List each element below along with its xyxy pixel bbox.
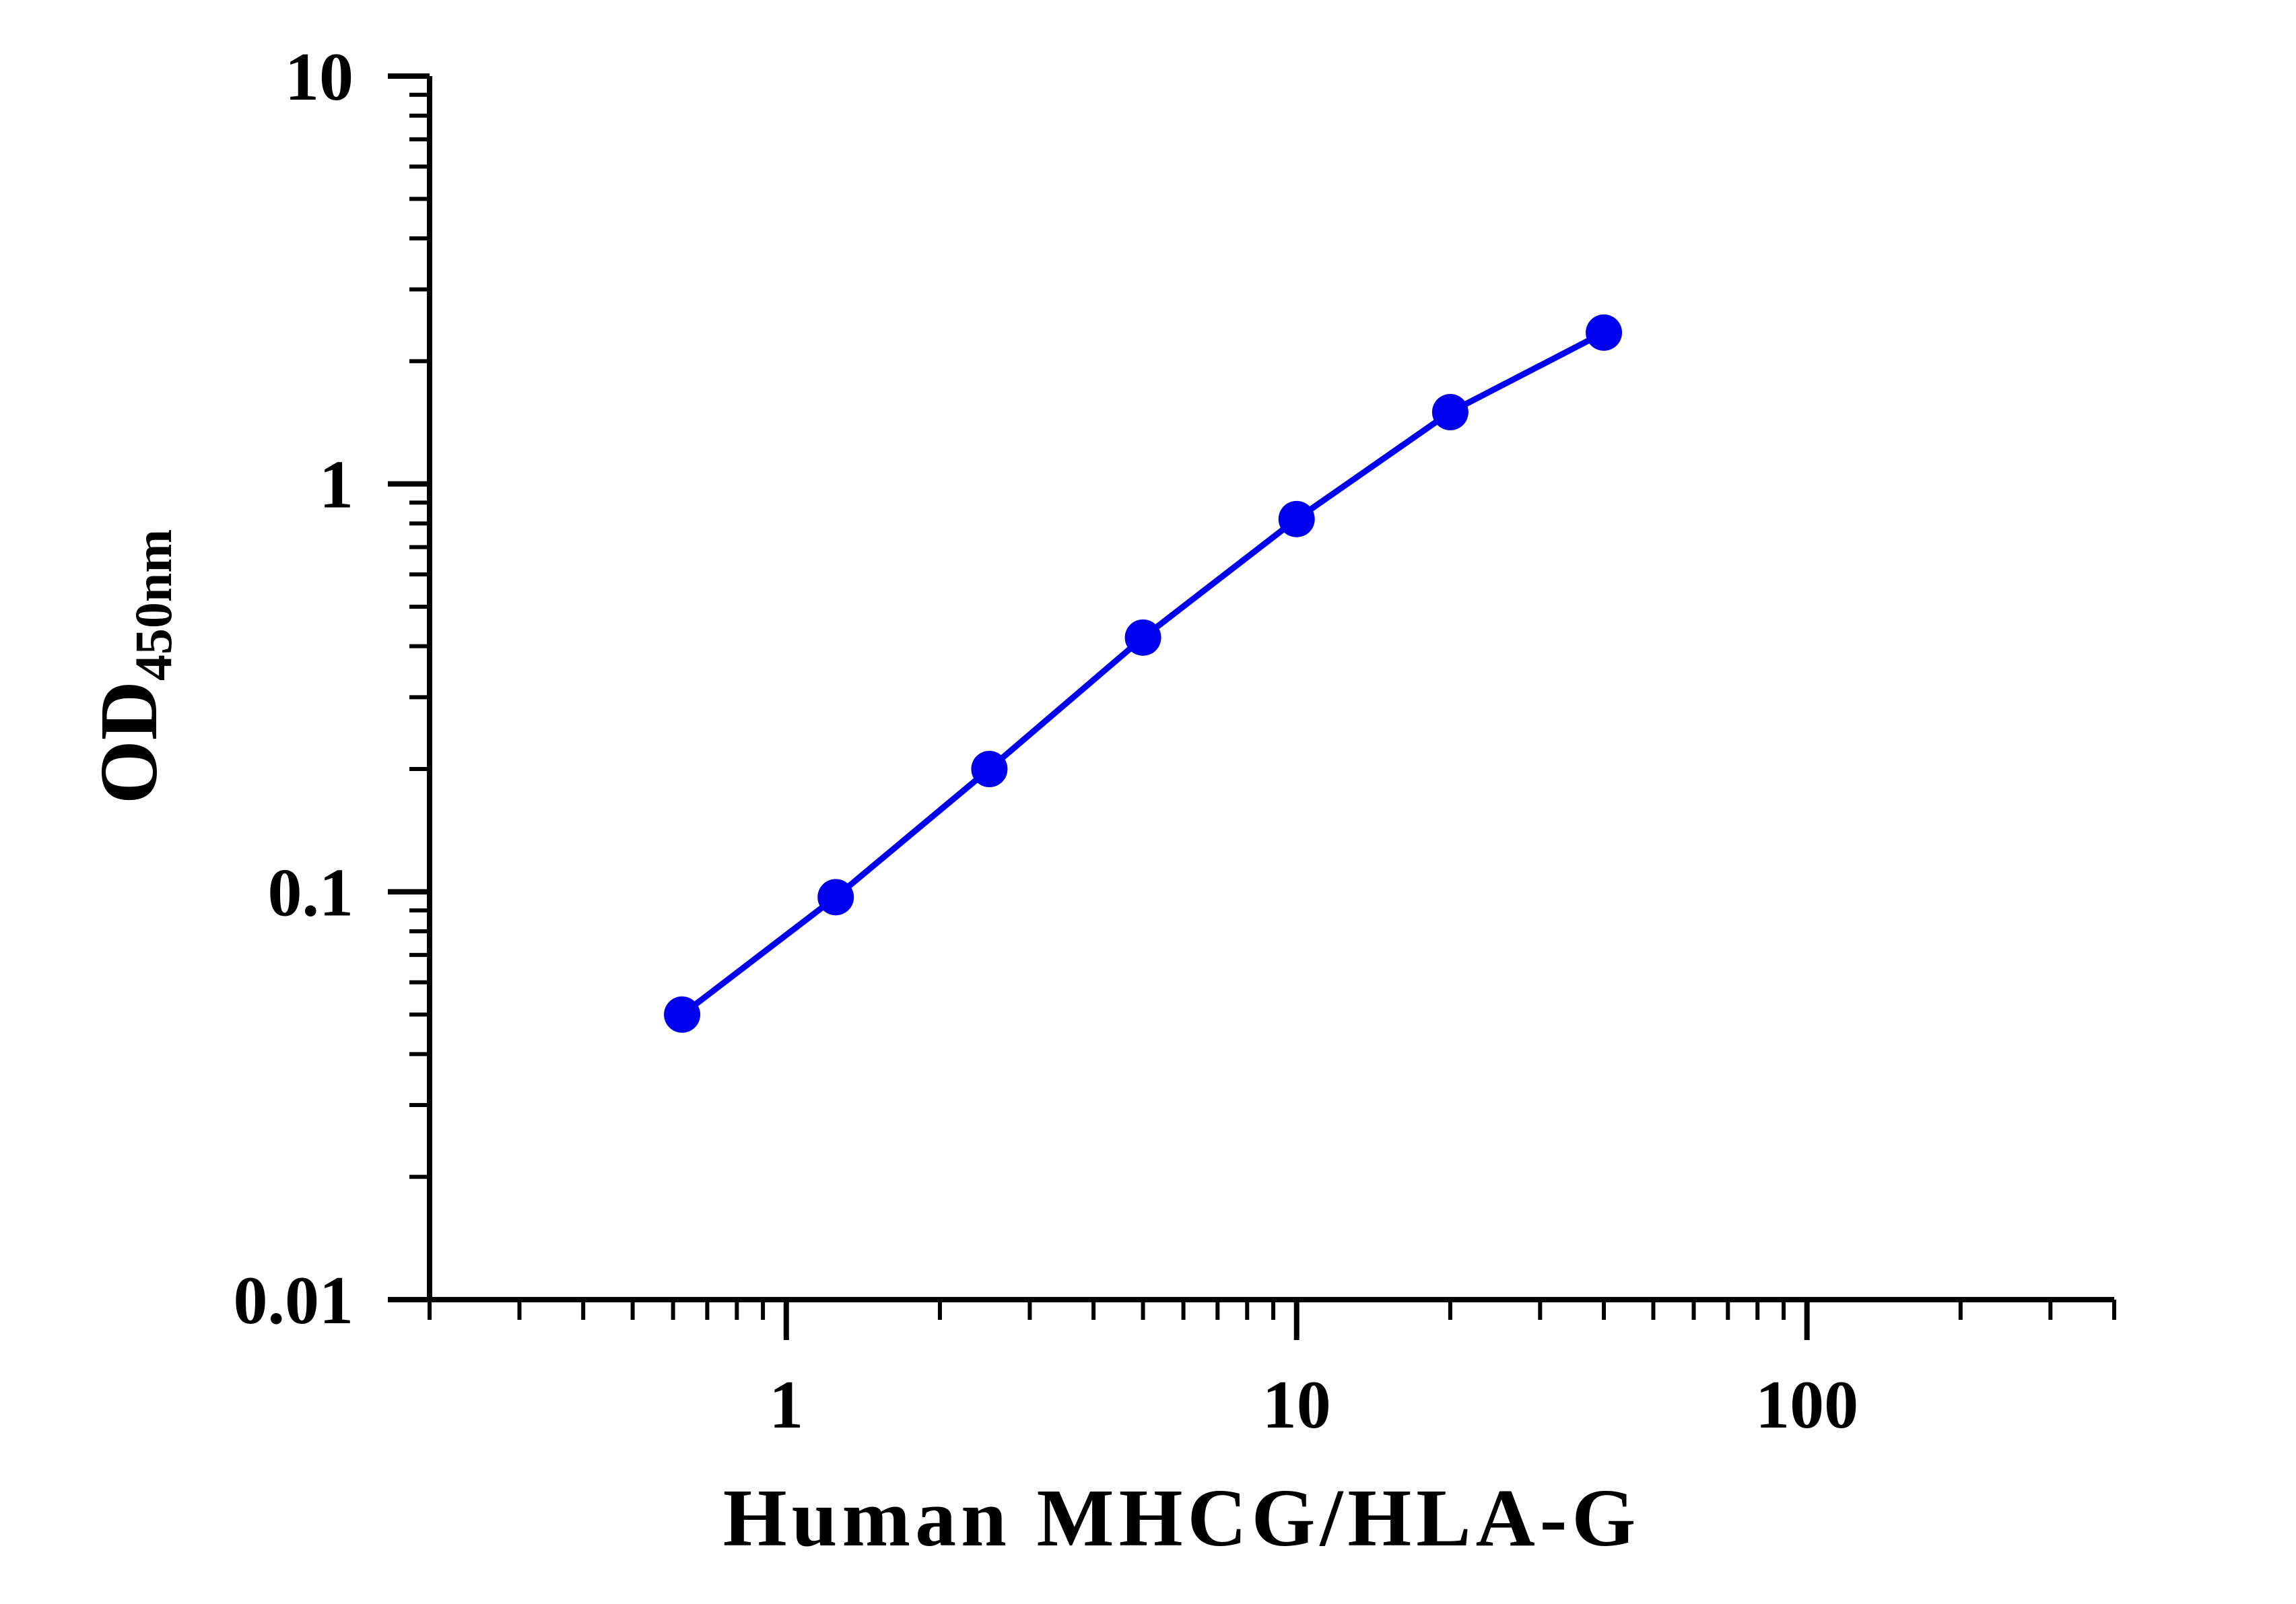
- axes: 0.01 0.1 1 10 1 10 100: [234, 39, 2116, 1443]
- y-tick-label: 1: [319, 447, 353, 523]
- y-tick-label: 0.01: [234, 1263, 354, 1339]
- series-line: [680, 329, 1606, 1017]
- data-point: [1278, 500, 1315, 537]
- data-point: [971, 751, 1008, 788]
- y-axis-title: OD450nm: [83, 529, 182, 804]
- data-point: [1586, 314, 1623, 351]
- data-point: [817, 879, 854, 916]
- data-point: [664, 996, 701, 1033]
- data-point: [1431, 394, 1468, 431]
- y-axis-title-main: OD: [83, 681, 174, 804]
- y-axis-title-subscript: 450nm: [124, 529, 182, 681]
- y-tick-label: 10: [285, 39, 353, 115]
- x-axis-title: Human MHCG/HLA-G: [723, 1473, 1641, 1564]
- y-tick-label: 0.1: [268, 855, 354, 931]
- x-tick-label: 10: [1262, 1367, 1331, 1443]
- series-layer: [664, 314, 1623, 1033]
- data-point: [1124, 619, 1161, 656]
- x-tick-label: 1: [769, 1367, 803, 1443]
- x-tick-label: 100: [1755, 1367, 1858, 1443]
